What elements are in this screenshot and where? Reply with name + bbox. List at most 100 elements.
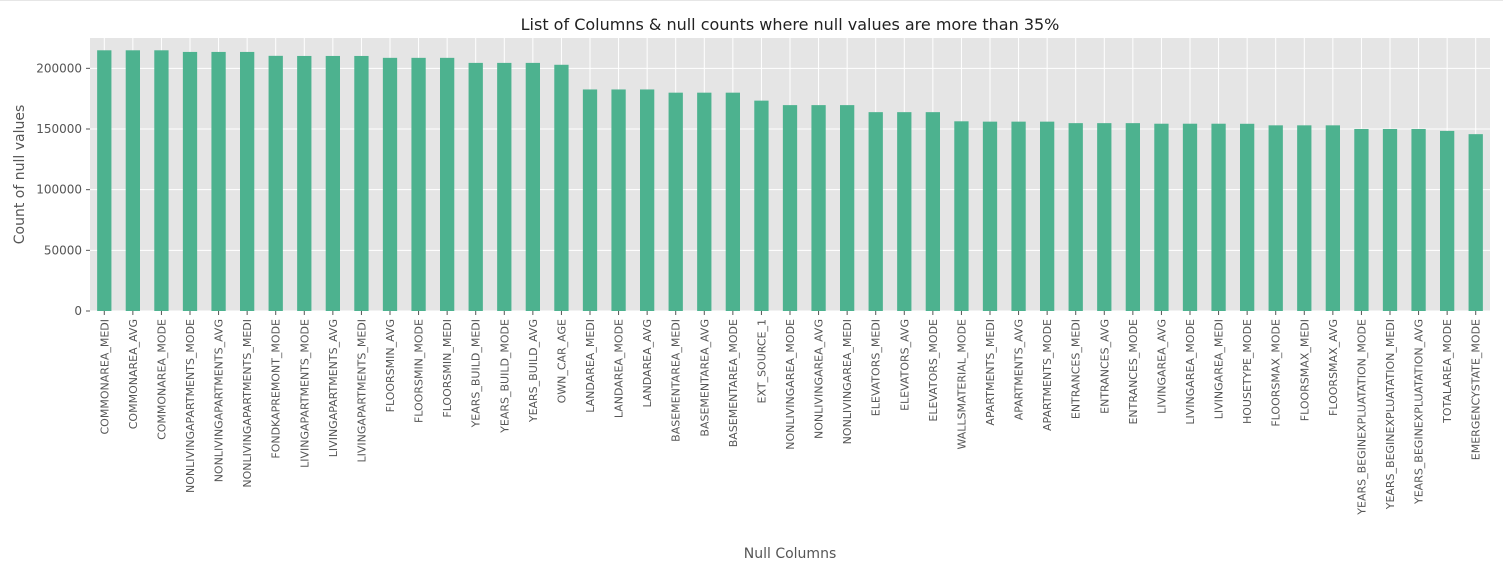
bar — [611, 89, 626, 312]
x-tick-label: ENTRANCES_MEDI — [1070, 319, 1083, 419]
x-tick-label: HOUSETYPE_MODE — [1241, 319, 1254, 424]
x-tick-label: COMMONAREA_AVG — [127, 319, 140, 429]
y-tick-label: 0 — [74, 304, 82, 318]
x-tick-label: NONLIVINGAREA_MEDI — [841, 319, 854, 444]
x-tick-label: ELEVATORS_AVG — [898, 319, 911, 411]
bar — [1468, 134, 1483, 311]
bar — [1068, 123, 1083, 311]
x-tick-label: LANDAREA_AVG — [641, 319, 654, 407]
bar — [640, 89, 655, 312]
bar — [240, 51, 255, 312]
bar — [1354, 128, 1369, 311]
x-tick-label: FLOORSMAX_MEDI — [1298, 319, 1311, 421]
bar — [1182, 123, 1198, 311]
bar — [668, 92, 683, 311]
bar — [211, 51, 226, 312]
bar — [525, 62, 540, 311]
x-tick-label: NONLIVINGAREA_MODE — [784, 319, 797, 450]
bar — [125, 50, 140, 312]
bar — [897, 112, 912, 311]
x-tick-label: ENTRANCES_AVG — [1098, 319, 1111, 414]
bar — [1325, 125, 1340, 312]
x-tick-label: NONLIVINGAREA_AVG — [813, 319, 826, 439]
x-tick-label: ELEVATORS_MEDI — [870, 319, 883, 416]
bar — [411, 57, 426, 312]
x-tick-label: FLOORSMIN_AVG — [384, 319, 397, 412]
x-tick-label: EXT_SOURCE_1 — [755, 319, 768, 403]
x-tick-label: FLOORSMAX_AVG — [1327, 319, 1340, 416]
bar — [268, 55, 283, 311]
x-tick-label: LIVINGAREA_MODE — [1184, 319, 1197, 425]
x-tick-label: COMMONAREA_MODE — [155, 319, 168, 440]
x-tick-label: LIVINGAPARTMENTS_MEDI — [355, 319, 368, 462]
bar — [954, 121, 969, 312]
y-tick-label: 200000 — [36, 61, 82, 75]
x-axis-label: Null Columns — [744, 546, 836, 562]
bar — [1211, 123, 1226, 311]
bar — [1382, 128, 1398, 311]
bar — [1097, 123, 1112, 311]
x-tick-label: YEARS_BUILD_MEDI — [470, 319, 483, 428]
bar — [1240, 123, 1255, 311]
x-tick-label: FLOORSMIN_MODE — [413, 319, 426, 423]
x-tick-label: NONLIVINGAPARTMENTS_AVG — [213, 319, 226, 482]
y-tick-label: 100000 — [36, 183, 82, 197]
x-tick-label: LIVINGAREA_AVG — [1155, 319, 1168, 414]
x-tick-label: COMMONAREA_MEDI — [98, 319, 111, 435]
x-tick-label: YEARS_BEGINEXPLUATATION_MEDI — [1384, 319, 1397, 510]
bar — [1411, 128, 1426, 311]
bar — [782, 105, 798, 311]
bar — [1040, 121, 1055, 311]
bar — [1297, 125, 1312, 312]
bar — [440, 57, 455, 312]
x-tick-label: FONDKAPREMONT_MODE — [270, 319, 283, 459]
x-axis-ticks: COMMONAREA_MEDI COMMONAREA_AVG COMMONAREA_… — [98, 311, 1483, 516]
x-tick-label: WALLSMATERIAL_MODE — [955, 319, 968, 450]
bar — [811, 105, 826, 311]
bar — [1125, 123, 1140, 311]
bar — [497, 62, 512, 311]
x-tick-label: LIVINGAREA_MEDI — [1213, 319, 1226, 419]
x-tick-label: APARTMENTS_AVG — [1013, 319, 1026, 420]
x-tick-label: YEARS_BUILD_AVG — [527, 319, 540, 423]
bar — [982, 121, 998, 311]
chart-title: List of Columns & null counts where null… — [521, 15, 1060, 34]
x-tick-label: BASEMENTAREA_MODE — [727, 319, 740, 447]
y-axis-label: Count of null values — [12, 105, 28, 244]
bar — [697, 92, 712, 311]
bar — [468, 62, 483, 311]
bar — [554, 64, 569, 311]
x-tick-label: YEARS_BUILD_MODE — [498, 319, 511, 434]
bar — [182, 51, 198, 312]
bar — [97, 50, 112, 312]
x-tick-label: NONLIVINGAPARTMENTS_MODE — [184, 319, 197, 493]
x-tick-label: ENTRANCES_MODE — [1127, 319, 1140, 425]
bar — [725, 92, 740, 311]
x-tick-label: EMERGENCYSTATE_MODE — [1470, 319, 1483, 460]
x-tick-label: APARTMENTS_MEDI — [984, 319, 997, 426]
x-tick-label: TOTALAREA_MODE — [1441, 319, 1454, 424]
y-axis-ticks: 0 50000 100000 150000 200000 — [36, 61, 90, 318]
x-tick-label: FLOORSMAX_MODE — [1270, 319, 1283, 427]
x-tick-label: BASEMENTAREA_AVG — [698, 319, 711, 437]
x-tick-label: LANDAREA_MODE — [613, 319, 626, 418]
bar — [582, 89, 598, 312]
top-divider — [0, 0, 1503, 1]
x-tick-label: LIVINGAPARTMENTS_MODE — [298, 319, 311, 468]
bar — [840, 105, 855, 311]
x-tick-label: NONLIVINGAPARTMENTS_MEDI — [241, 319, 254, 488]
bar — [925, 112, 940, 311]
x-tick-label: FLOORSMIN_MEDI — [441, 319, 454, 418]
x-tick-label: ELEVATORS_MODE — [927, 319, 940, 422]
bar — [354, 55, 369, 312]
bar — [382, 57, 398, 312]
bar — [1440, 130, 1455, 311]
bar — [1011, 121, 1026, 311]
x-tick-label: OWN_CAR_AGE — [555, 319, 568, 403]
bar — [868, 112, 883, 311]
bar — [1268, 125, 1283, 312]
x-tick-label: BASEMENTAREA_MEDI — [670, 319, 683, 442]
x-tick-label: APARTMENTS_MODE — [1041, 319, 1054, 431]
